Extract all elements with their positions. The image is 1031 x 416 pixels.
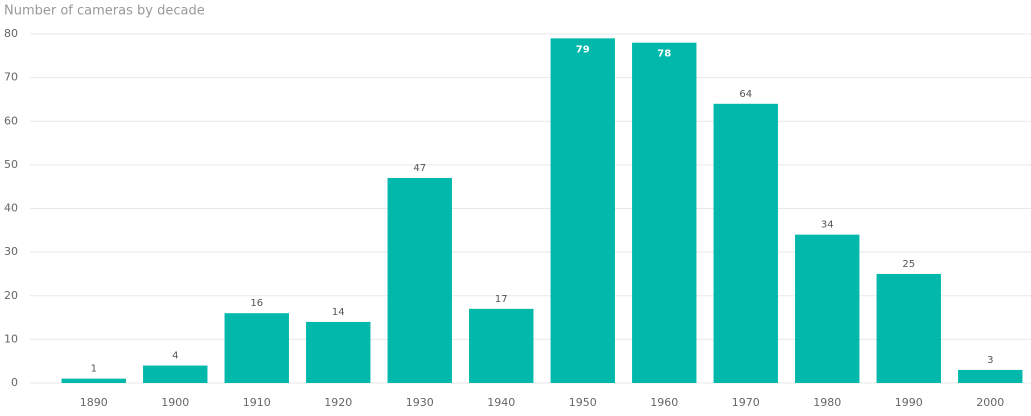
value-label: 64: [739, 89, 752, 100]
value-label: 1: [91, 364, 97, 375]
bar: [713, 103, 778, 384]
bar: [795, 234, 860, 383]
x-tick-label: 1930: [406, 396, 434, 409]
y-tick-label: 30: [4, 245, 18, 258]
y-tick-label: 40: [4, 202, 18, 215]
y-tick-label: 60: [4, 114, 18, 127]
value-label: 34: [821, 220, 834, 231]
value-label: 79: [576, 44, 590, 55]
x-tick-label: 1980: [813, 396, 841, 409]
bar: [306, 321, 371, 383]
value-label: 4: [172, 351, 178, 362]
x-tick-label: 1990: [895, 396, 923, 409]
bar: [469, 308, 534, 383]
x-tick-label: 1940: [487, 396, 515, 409]
y-tick-label: 10: [4, 332, 18, 345]
value-label: 14: [332, 307, 345, 318]
bar: [143, 365, 208, 383]
x-tick-label: 1960: [650, 396, 678, 409]
y-tick-label: 70: [4, 71, 18, 84]
value-label: 25: [902, 259, 915, 270]
chart-title: Number of cameras by decade: [4, 4, 205, 19]
value-label: 17: [495, 294, 508, 305]
x-tick-label: 1890: [80, 396, 108, 409]
value-label: 78: [657, 49, 671, 60]
value-label: 16: [250, 298, 263, 309]
bar: [550, 38, 615, 384]
x-tick-label: 1920: [324, 396, 352, 409]
bar: [387, 177, 452, 383]
y-tick-label: 0: [11, 376, 18, 389]
bar: [61, 378, 126, 383]
bar: [224, 313, 289, 383]
bar: [958, 369, 1023, 383]
bar: [876, 273, 941, 383]
x-tick-label: 1950: [569, 396, 597, 409]
x-tick-label: 1900: [161, 396, 189, 409]
y-tick-label: 20: [4, 289, 18, 302]
x-tick-label: 1910: [243, 396, 271, 409]
x-tick-label: 2000: [976, 396, 1004, 409]
bar: [632, 42, 697, 383]
value-label: 47: [413, 163, 426, 174]
y-tick-label: 50: [4, 158, 18, 171]
y-tick-label: 80: [4, 27, 18, 40]
x-tick-label: 1970: [732, 396, 760, 409]
value-label: 3: [987, 355, 993, 366]
